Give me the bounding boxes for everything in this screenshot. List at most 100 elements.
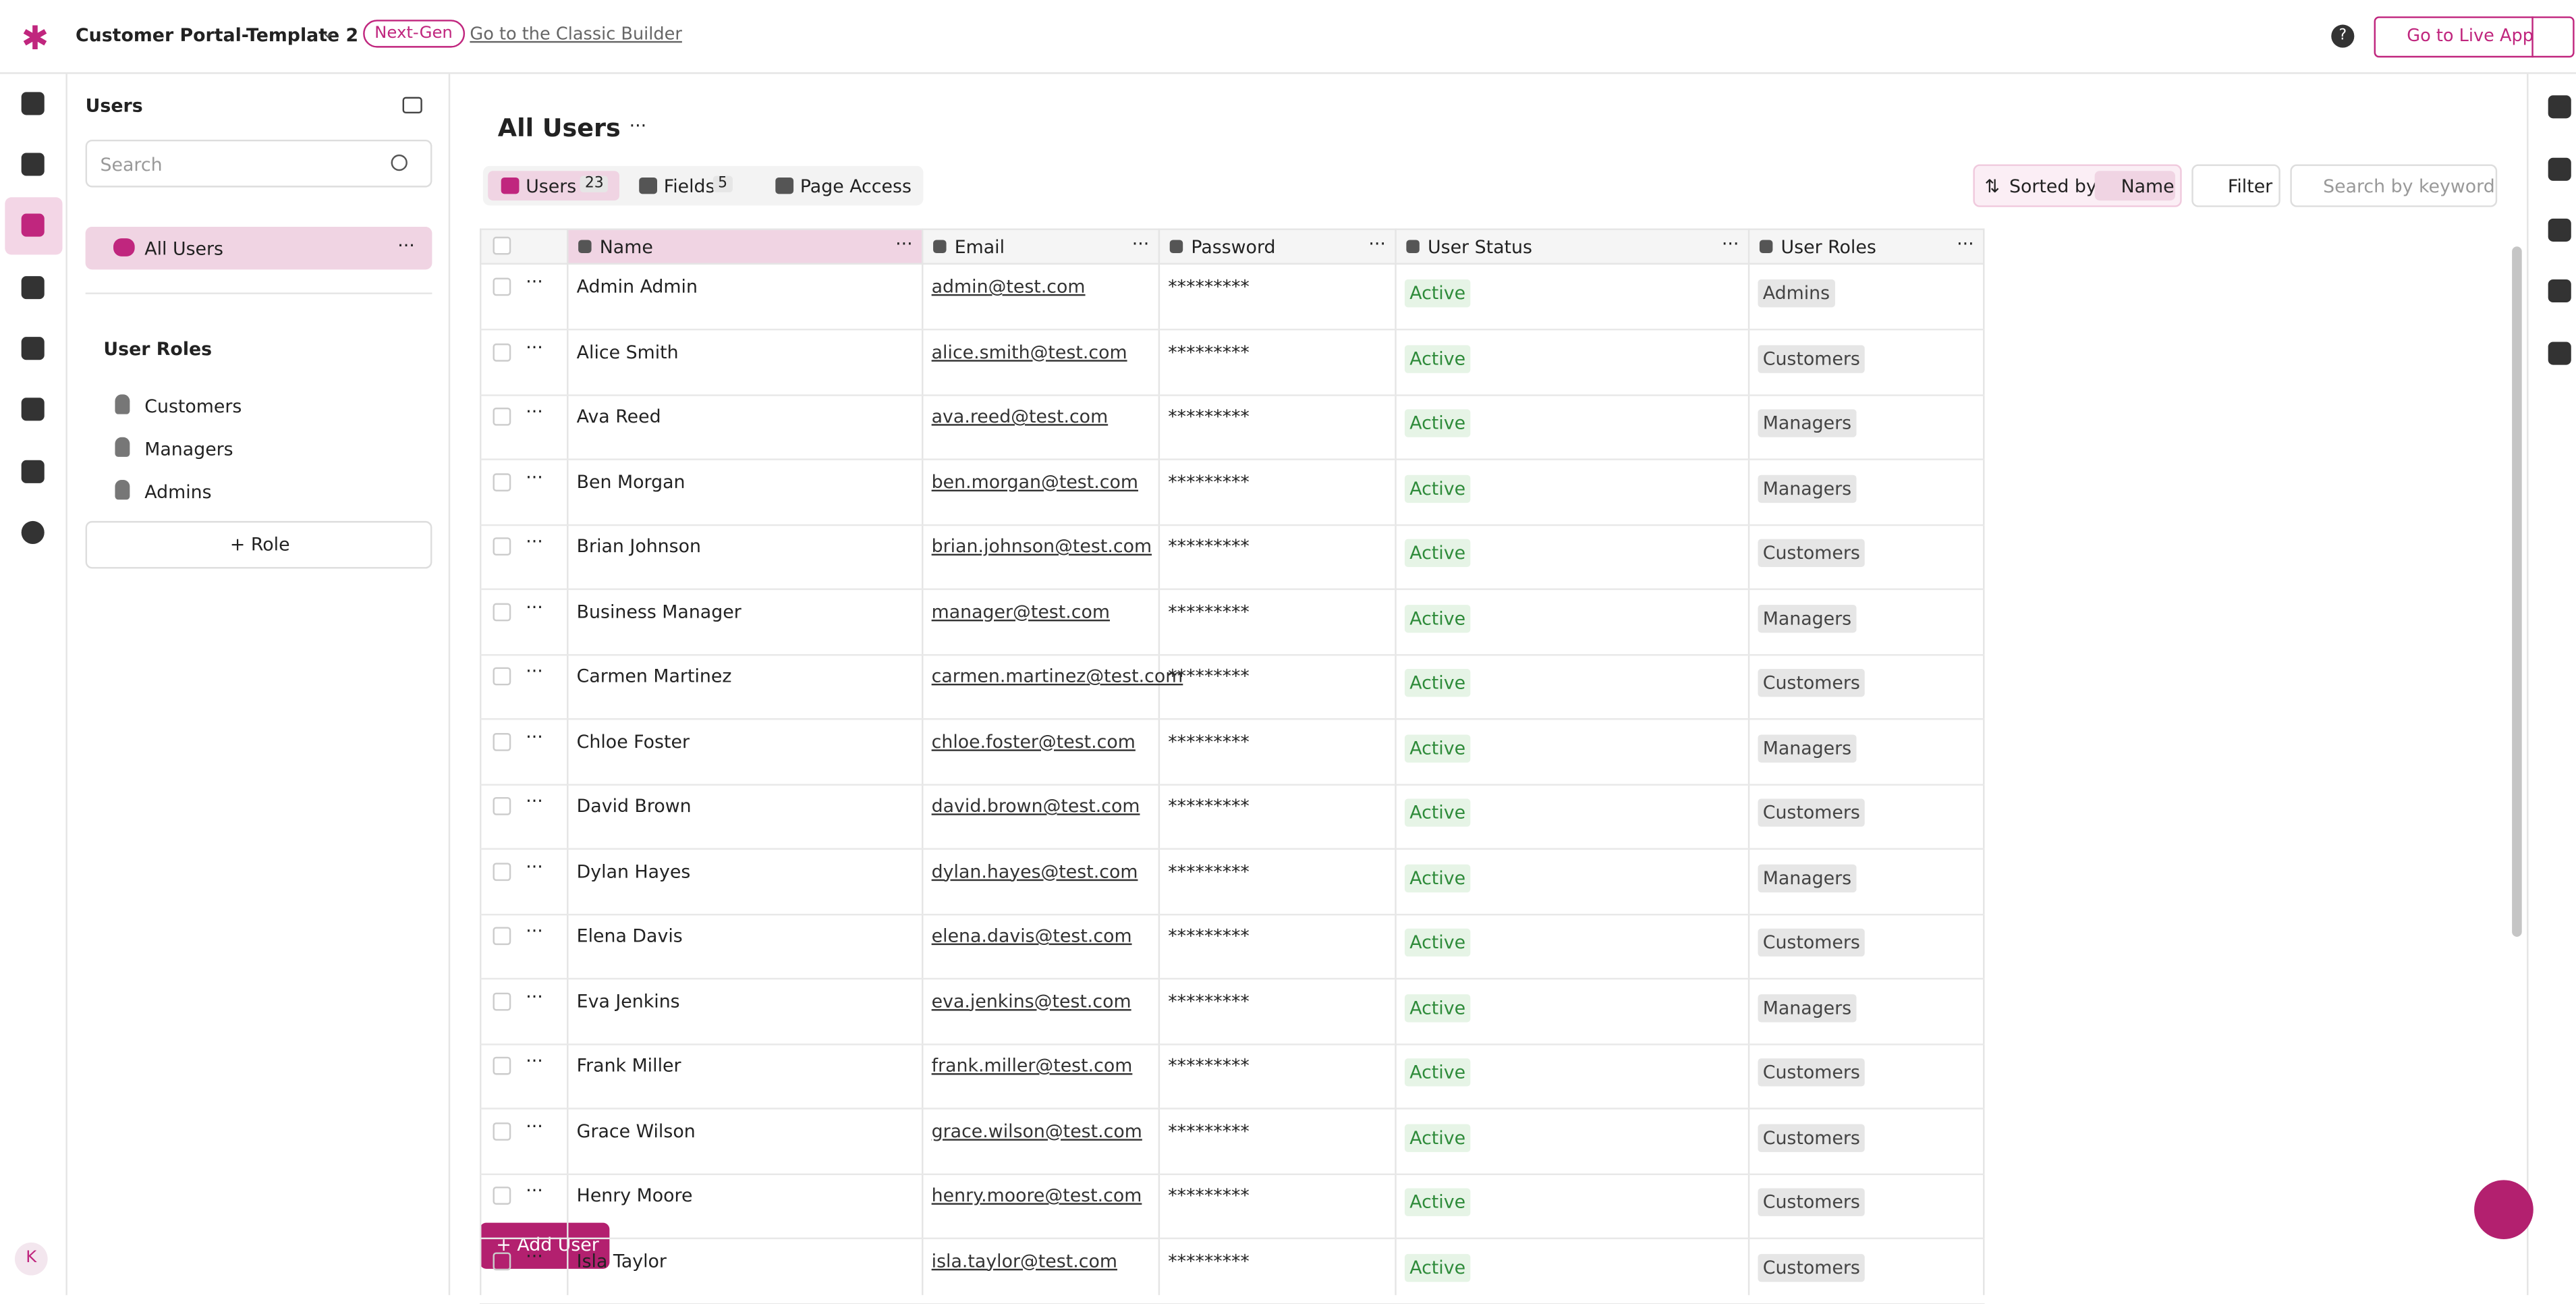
row-menu[interactable]: ··· [526,1115,543,1137]
column-header[interactable]: Name [599,236,653,259]
row-menu[interactable]: ··· [526,1245,543,1267]
rail-icon[interactable] [2548,157,2571,181]
row-checkbox[interactable] [493,407,511,426]
keyword-search[interactable] [2290,164,2498,207]
rail-icon[interactable] [2548,279,2571,303]
email-cell[interactable]: david.brown@test.com [931,795,1140,817]
row-menu[interactable]: ··· [526,1180,543,1201]
sidebar-search[interactable] [85,139,432,188]
filter-button[interactable] [2191,164,2280,207]
row-checkbox[interactable] [493,1251,511,1270]
row-checkbox[interactable] [493,277,511,296]
column-header[interactable]: User Roles [1781,236,1876,259]
tab-label[interactable]: Fields [663,175,715,198]
row-menu[interactable]: ··· [526,1050,543,1072]
live-button[interactable] [2374,16,2575,58]
role-item[interactable]: Managers [144,439,233,460]
role-item[interactable]: Admins [144,481,212,504]
row-checkbox[interactable] [493,1056,511,1075]
email-cell[interactable]: isla.taylor@test.com [931,1249,1117,1272]
add-role-label[interactable]: + Role [230,534,290,555]
filter-label[interactable]: Filter [2227,175,2273,198]
logo[interactable]: ✱ [21,18,49,58]
rail-icon[interactable] [21,153,45,176]
row-checkbox[interactable] [493,602,511,621]
all-users-item[interactable] [85,227,432,270]
scrollbar[interactable] [2512,246,2522,937]
row-menu[interactable]: ··· [526,660,543,682]
row-checkbox[interactable] [493,1187,511,1205]
column-header[interactable]: Password [1191,236,1276,259]
row-checkbox[interactable] [493,667,511,686]
rail-icon[interactable] [21,398,45,421]
email-cell[interactable]: alice.smith@test.com [931,341,1127,362]
app-name[interactable]: Customer Portal-Template 2 [76,24,359,47]
email-cell[interactable]: manager@test.com [931,600,1110,622]
email-cell[interactable]: carmen.martinez@test.com [931,665,1183,687]
row-menu[interactable]: ··· [526,985,543,1007]
live-button-label[interactable]: Go to Live App [2407,26,2533,47]
all-users-label[interactable]: All Users [144,238,224,260]
rail-icon[interactable] [2548,218,2571,242]
column-menu[interactable]: ··· [895,233,913,255]
email-cell[interactable]: frank.miller@test.com [931,1055,1133,1077]
email-cell[interactable]: ava.reed@test.com [931,406,1109,428]
column-header[interactable]: User Status [1428,236,1532,259]
row-checkbox[interactable] [493,796,511,815]
more-icon[interactable]: ··· [629,115,647,137]
email-cell[interactable]: grace.wilson@test.com [931,1120,1142,1142]
collapse-icon[interactable] [402,97,422,114]
rail-icon[interactable] [21,337,45,360]
rail-icon[interactable] [21,92,45,115]
row-checkbox[interactable] [493,472,511,491]
column-menu[interactable]: ··· [1957,233,1974,255]
email-cell[interactable]: ben.morgan@test.com [931,470,1138,493]
email-cell[interactable]: elena.davis@test.com [931,925,1132,947]
row-checkbox[interactable] [493,991,511,1010]
column-menu[interactable]: ··· [1721,233,1739,255]
row-menu[interactable]: ··· [526,466,543,487]
header-checkbox[interactable] [493,236,511,255]
rail-icon[interactable] [2548,95,2571,119]
app-dropdown[interactable]: ⌄ [320,21,336,43]
chat-button[interactable] [2474,1180,2533,1239]
help-icon[interactable]: ? [2331,24,2355,48]
column-menu[interactable]: ··· [1131,233,1150,255]
classic-link[interactable]: Go to the Classic Builder [470,24,682,45]
email-cell[interactable]: eva.jenkins@test.com [931,990,1131,1012]
row-menu[interactable]: ··· [526,855,543,877]
tab-label[interactable]: Page Access [800,175,912,198]
rail-icon[interactable] [21,460,45,483]
column-header[interactable]: Email [954,236,1005,259]
role-item[interactable]: Customers [144,396,242,418]
email-cell[interactable]: brian.johnson@test.com [931,535,1152,558]
row-menu[interactable]: ··· [526,726,543,747]
row-menu[interactable]: ··· [526,401,543,423]
rail-icon[interactable] [2548,342,2571,365]
rail-icon[interactable] [21,213,45,237]
column-menu[interactable]: ··· [1368,233,1386,255]
row-menu[interactable]: ··· [526,271,543,293]
row-checkbox[interactable] [493,732,511,751]
email-cell[interactable]: chloe.foster@test.com [931,730,1136,753]
row-checkbox[interactable] [493,1121,511,1140]
email-cell[interactable]: dylan.hayes@test.com [931,860,1138,882]
row-menu[interactable]: ··· [526,531,543,553]
rail-icon[interactable] [21,276,45,300]
add-user-button[interactable] [480,1222,610,1269]
email-cell[interactable]: admin@test.com [931,276,1086,298]
row-menu[interactable]: ··· [526,790,543,812]
email-cell[interactable]: henry.moore@test.com [931,1185,1142,1207]
row-menu[interactable]: ··· [526,335,543,358]
add-role-button[interactable] [85,520,432,569]
rail-icon[interactable] [21,520,45,544]
more-icon[interactable]: ··· [397,235,415,256]
row-checkbox[interactable] [493,537,511,556]
avatar[interactable]: K [14,1242,48,1276]
row-menu[interactable]: ··· [526,595,543,618]
row-checkbox[interactable] [493,342,511,361]
row-checkbox[interactable] [493,927,511,946]
row-checkbox[interactable] [493,862,511,880]
row-menu[interactable]: ··· [526,920,543,942]
tab-label[interactable]: Users [526,175,577,198]
